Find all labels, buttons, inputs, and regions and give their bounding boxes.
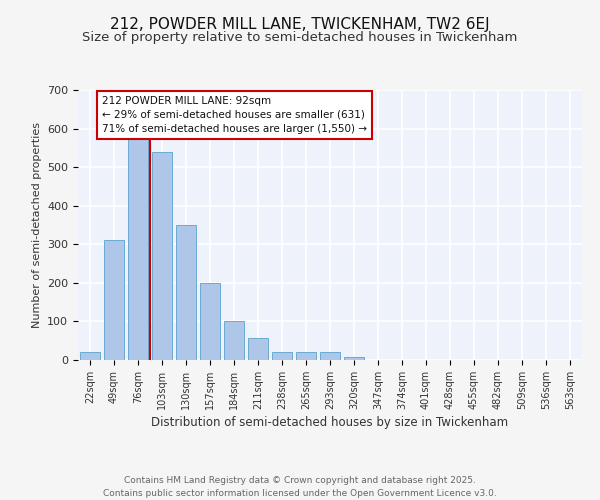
Bar — [200, 283, 220, 360]
Y-axis label: Number of semi-detached properties: Number of semi-detached properties — [32, 122, 41, 328]
Bar — [128, 138, 148, 360]
X-axis label: Distribution of semi-detached houses by size in Twickenham: Distribution of semi-detached houses by … — [151, 416, 509, 429]
Bar — [296, 352, 316, 360]
Bar — [320, 352, 340, 360]
Bar — [344, 358, 364, 360]
Text: Contains HM Land Registry data © Crown copyright and database right 2025.
Contai: Contains HM Land Registry data © Crown c… — [103, 476, 497, 498]
Bar — [248, 338, 268, 360]
Text: 212 POWDER MILL LANE: 92sqm
← 29% of semi-detached houses are smaller (631)
71% : 212 POWDER MILL LANE: 92sqm ← 29% of sem… — [102, 96, 367, 134]
Text: 212, POWDER MILL LANE, TWICKENHAM, TW2 6EJ: 212, POWDER MILL LANE, TWICKENHAM, TW2 6… — [110, 18, 490, 32]
Bar — [104, 240, 124, 360]
Bar — [152, 152, 172, 360]
Bar — [224, 322, 244, 360]
Text: Size of property relative to semi-detached houses in Twickenham: Size of property relative to semi-detach… — [82, 31, 518, 44]
Bar — [80, 352, 100, 360]
Bar — [272, 352, 292, 360]
Bar — [176, 225, 196, 360]
